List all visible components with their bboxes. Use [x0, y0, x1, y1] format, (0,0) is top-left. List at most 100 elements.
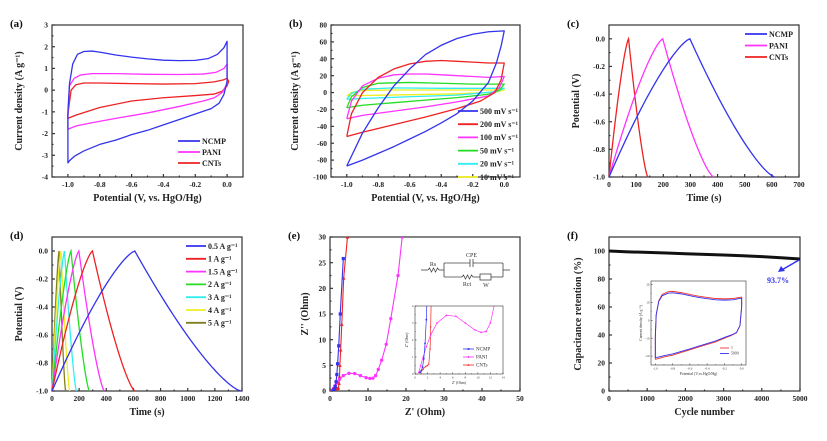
x-tick-label: -0.6 [687, 367, 692, 371]
x-tick-label: 200 [658, 180, 670, 189]
marker-circle [400, 237, 404, 239]
marker-triangle [337, 381, 341, 385]
y-tick-label: 30 [319, 233, 327, 242]
x-tick-label: 0 [414, 376, 416, 380]
inset-cv-line [654, 292, 743, 359]
marker-triangle [429, 347, 431, 350]
marker-square [467, 348, 470, 350]
y-tick-label: 20 [598, 359, 606, 368]
x-tick-label: 400 [101, 394, 113, 403]
x-tick-label: -0.4 [157, 180, 169, 189]
x-tick-label: 0.0 [740, 367, 744, 371]
legend-label: 4 A g⁻¹ [208, 306, 232, 315]
x-axis-label: Z' (Ohm) [452, 381, 467, 385]
y-axis-label: Potential (V) [571, 74, 582, 129]
marker-circle [467, 356, 470, 358]
x-tick-label: 14 [501, 376, 505, 380]
equivalent-circuit: Rs CPE Rct W [421, 253, 510, 289]
marker-triangle [434, 152, 436, 154]
marker-square [421, 366, 424, 368]
marker-square [419, 371, 421, 374]
marker-circle [368, 376, 372, 381]
marker-square [332, 387, 337, 391]
marker-circle [425, 345, 428, 348]
x-tick-label: 800 [155, 394, 167, 403]
marker-circle [389, 316, 393, 321]
label-rs: Rs [430, 262, 437, 268]
x-tick-label: 30 [440, 394, 448, 403]
nyquist-series [330, 237, 404, 391]
y-axis-label: Z'' (Ohm) [405, 332, 409, 347]
x-tick-label: -0.2 [467, 180, 479, 189]
panel-label: (d) [10, 230, 24, 242]
annotation-text: 93.7% [767, 276, 789, 285]
y-tick-label: 3 [44, 21, 48, 30]
y-tick-label: 0 [323, 88, 327, 97]
y-tick-label: 0 [412, 372, 414, 376]
marker-circle [384, 342, 388, 346]
marker-circle [380, 358, 384, 362]
panel-b: (b) -1.0 -0.8 -0.6 -0.4 -0.2 0.0 -100 -80 -60 -40 -… [289, 18, 521, 204]
legend-label: 500 mV s⁻¹ [480, 107, 519, 116]
y-axis-label: Potential (V) [14, 287, 25, 342]
legend-label: CNTs [769, 53, 788, 62]
marker-triangle [340, 322, 344, 326]
x-tick-label: 200 [74, 394, 86, 403]
y-tick-label: 20 [646, 283, 650, 287]
x-tick-label: 4000 [754, 394, 769, 403]
legend-label: CNTs [476, 364, 488, 369]
panel-a: (a) -1.0 -0.8 -0.6 -0.4 -0.2 0.0 -4 -3 -2 -1 0 1 2 3 Po… [10, 18, 244, 204]
series-line-pani [67, 63, 228, 130]
y-tick-label: 40 [598, 331, 606, 340]
x-tick-label: -0.8 [94, 180, 106, 189]
series-line-ncmp [67, 40, 228, 164]
x-tick-label: 0 [607, 394, 611, 403]
panel-label: (e) [288, 230, 301, 242]
y-tick-label: 80 [320, 21, 328, 30]
legend-label: NCMP [769, 30, 793, 39]
marker-square [338, 312, 342, 316]
y-tick-label: -60 [317, 139, 327, 148]
y-tick-label: -0.2 [36, 275, 48, 284]
x-tick-label: 3000 [716, 394, 731, 403]
legend-label: NCMP [202, 137, 226, 146]
y-tick-label: 2 [44, 42, 48, 51]
panel-c: (c) 0 100 200 300 400 500 600 700 -1.0 -0.8 -0.6 -0.… [567, 18, 805, 204]
legend-label: 10 mV s⁻¹ [480, 173, 515, 182]
marker-circle [455, 315, 457, 318]
marker-square [427, 283, 429, 285]
x-tick-label: 8 [464, 376, 466, 380]
x-tick-label: 10 [476, 376, 480, 380]
x-tick-label: 0 [328, 394, 332, 403]
x-axis-label: Z' (Ohm) [405, 407, 445, 418]
marker-triangle [426, 364, 429, 367]
y-tick-label: 0 [322, 387, 326, 396]
marker-circle [500, 271, 502, 273]
x-tick-label: 500 [739, 180, 751, 189]
legend-label: 5000 [731, 352, 739, 356]
y-axis-label: Current density (A g⁻¹) [14, 51, 25, 150]
gcd-curve [51, 249, 105, 392]
y-axis-label: Current density (A g⁻¹) [639, 305, 643, 341]
legend-label: 2 A g⁻¹ [208, 280, 232, 289]
marker-circle [445, 314, 448, 317]
x-tick-label: -1.0 [341, 180, 353, 189]
y-tick-label: 4 [412, 304, 414, 308]
y-tick-label: 1 [412, 355, 414, 359]
gcd-curve [51, 250, 241, 392]
x-tick-label: 1200 [207, 394, 222, 403]
marker-square [431, 118, 433, 120]
marker-circle [358, 373, 363, 378]
annotation-arrowhead [778, 265, 785, 272]
y-tick-label: 3 [412, 321, 414, 325]
x-tick-label: 600 [766, 180, 778, 189]
y-tick-label: 0 [601, 387, 605, 396]
marker-circle [429, 334, 432, 336]
marker-circle [489, 322, 492, 324]
x-tick-label: -0.2 [189, 180, 201, 189]
label-rct: Rct [463, 282, 472, 288]
y-tick-label: -1 [42, 107, 48, 116]
marker-square [333, 384, 337, 388]
gcd-curve [608, 37, 714, 178]
marker-square [425, 318, 428, 321]
